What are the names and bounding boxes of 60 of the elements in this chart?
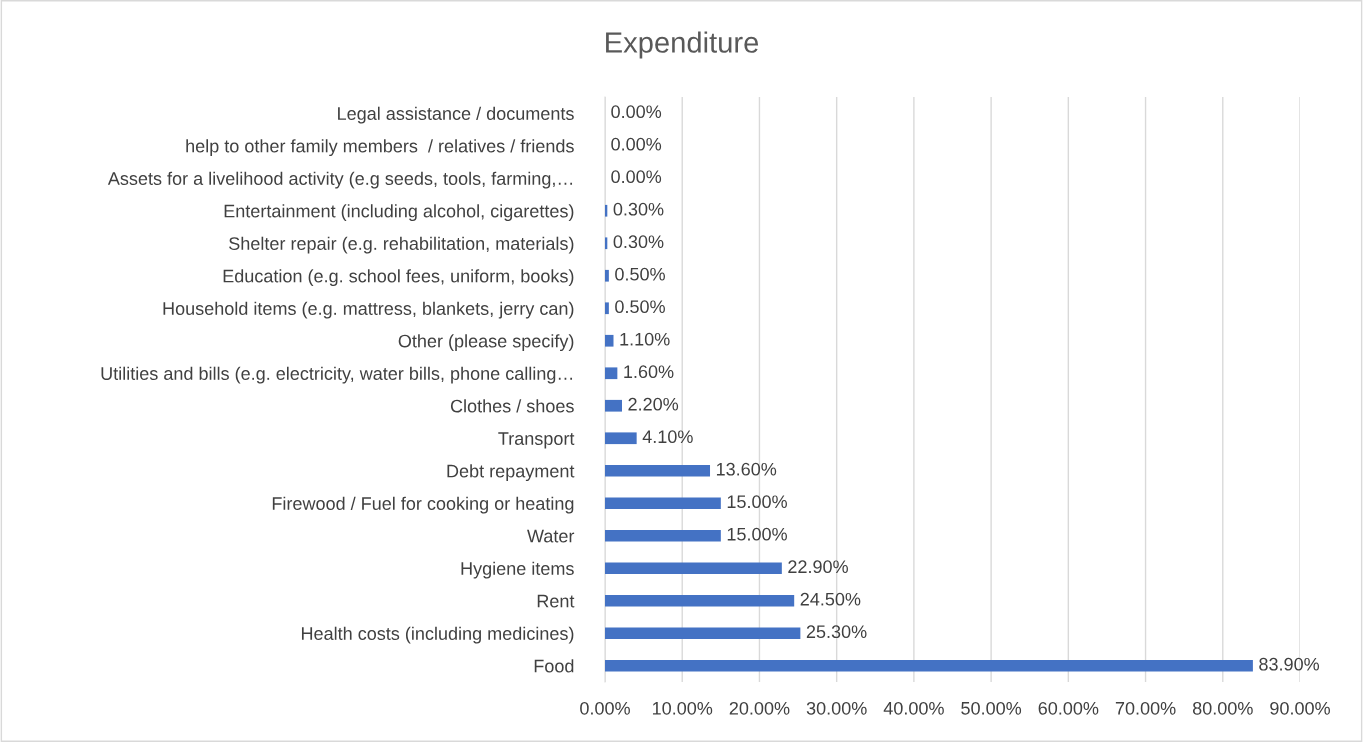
y-tick-label: Utilities and bills (e.g. electricity, water bills, phone calling… xyxy=(101,366,573,384)
data-label: 0.30% xyxy=(613,202,664,216)
bar xyxy=(605,302,609,315)
data-label: 13.60% xyxy=(716,462,777,476)
bar xyxy=(605,464,711,477)
data-label: 83.90% xyxy=(1259,657,1320,671)
data-label: 24.50% xyxy=(800,592,861,606)
x-tick-label: 10.00% xyxy=(652,701,713,715)
bar xyxy=(605,659,1253,672)
bar xyxy=(605,562,782,575)
data-label: 0.50% xyxy=(615,267,665,281)
data-label: 22.90% xyxy=(788,560,848,574)
bar xyxy=(605,627,801,640)
data-label: 15.00% xyxy=(727,495,787,509)
data-label: 0.30% xyxy=(613,235,664,249)
data-label: 1.60% xyxy=(624,365,674,379)
data-label: 25.30% xyxy=(806,625,867,639)
bar xyxy=(605,432,637,445)
data-label: 2.20% xyxy=(628,397,679,411)
y-tick-label: Water xyxy=(527,529,575,543)
y-tick-label: Clothes / shoes xyxy=(450,399,574,413)
x-tick-label: 60.00% xyxy=(1038,701,1099,715)
x-tick-label: 20.00% xyxy=(729,701,790,715)
y-tick-label: help to other family members / relatives / friends xyxy=(186,139,574,157)
chart-title: Expenditure xyxy=(606,31,759,59)
x-tick-label: 50.00% xyxy=(961,701,1022,715)
bar xyxy=(605,497,721,510)
bar xyxy=(605,269,609,282)
y-tick-label: Assets for a livelihood activity (e.g seeds, tools, farming,… xyxy=(107,171,573,189)
y-tick-label: Shelter repair (e.g. rehabilitation, materials) xyxy=(229,236,574,254)
bar xyxy=(605,529,721,542)
bar xyxy=(605,367,618,380)
data-label: 0.00% xyxy=(611,170,662,184)
bar xyxy=(605,594,795,607)
data-label: 0.00% xyxy=(611,137,662,151)
y-tick-label: Food xyxy=(534,659,574,673)
data-label: 15.00% xyxy=(727,527,787,541)
data-label: 1.10% xyxy=(620,332,670,346)
x-tick-label: 90.00% xyxy=(1270,701,1330,715)
y-tick-label: Rent xyxy=(537,594,575,608)
y-tick-label: Firewood / Fuel for cooking or heating xyxy=(272,496,574,514)
bar xyxy=(605,399,622,412)
y-tick-label: Entertainment (including alcohol, cigarettes) xyxy=(224,204,574,222)
y-tick-label: Legal assistance / documents xyxy=(338,106,574,124)
y-tick-label: Education (e.g. school fees, uniform, books) xyxy=(223,269,574,287)
data-label: 0.00% xyxy=(611,105,662,119)
y-tick-label: Household items (e.g. mattress, blankets, jerry can) xyxy=(163,301,574,319)
x-tick-label: 80.00% xyxy=(1192,701,1253,715)
data-label: 4.10% xyxy=(642,430,693,444)
y-tick-label: Health costs (including medicines) xyxy=(301,626,574,644)
bar xyxy=(605,334,614,347)
y-tick-label: Debt repayment xyxy=(447,464,575,482)
x-tick-label: 40.00% xyxy=(883,701,944,715)
y-tick-label: Transport xyxy=(498,432,575,449)
data-label: 0.50% xyxy=(615,300,665,314)
y-tick-label: Hygiene items xyxy=(461,561,574,579)
x-tick-label: 0.00% xyxy=(580,701,630,715)
x-tick-label: 30.00% xyxy=(806,701,867,715)
y-tick-label: Other (please specify) xyxy=(398,334,574,352)
x-tick-label: 70.00% xyxy=(1115,701,1176,715)
